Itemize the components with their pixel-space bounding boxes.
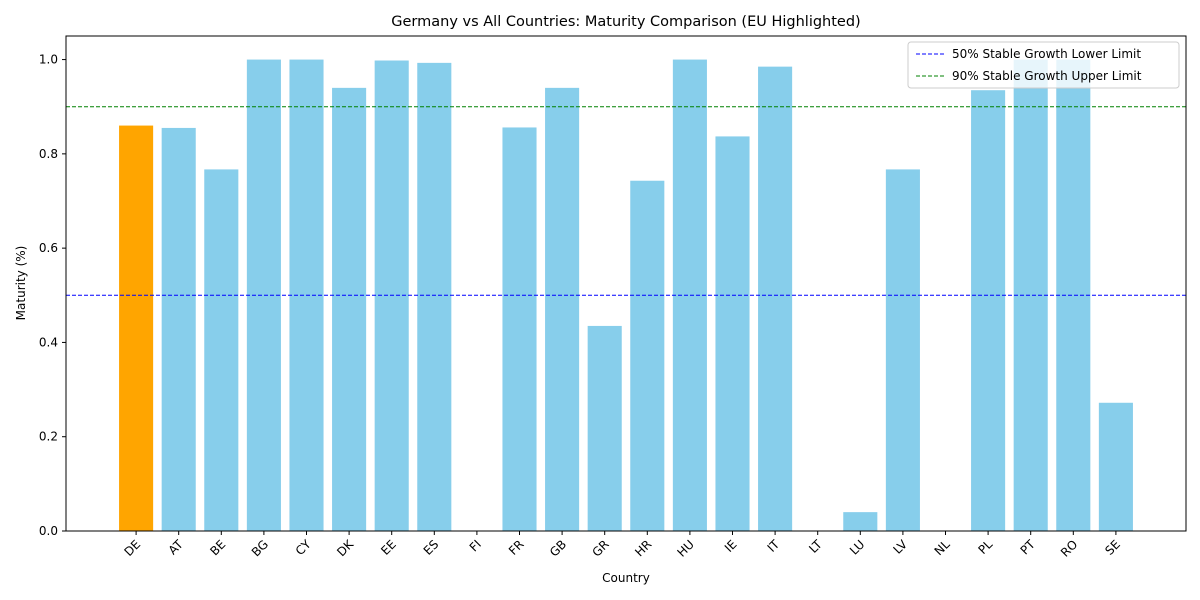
bar-gr: [587, 325, 622, 531]
bar-lv: [885, 169, 920, 531]
chart-title: Germany vs All Countries: Maturity Compa…: [391, 14, 860, 30]
bar-hu: [672, 59, 707, 531]
bar-lu: [843, 512, 878, 531]
bar-it: [758, 66, 793, 531]
bar-de: [119, 125, 154, 531]
bar-fr: [502, 127, 537, 532]
bar-be: [204, 169, 239, 531]
x-axis-title: Country: [602, 571, 650, 585]
bar-pl: [971, 90, 1006, 532]
legend-label-upper: 90% Stable Growth Upper Limit: [952, 69, 1142, 83]
axes-frame: [65, 35, 1187, 532]
legend: 50% Stable Growth Lower Limit 90% Stable …: [907, 41, 1180, 89]
bar-hr: [630, 180, 665, 532]
bar-gb: [545, 87, 580, 532]
y-tick-label: 0.0: [39, 524, 58, 538]
bar-ro: [1056, 59, 1091, 531]
legend-box: [907, 41, 1180, 89]
bar-at: [161, 127, 196, 532]
y-tick-label: 0.6: [39, 241, 58, 255]
legend-label-lower: 50% Stable Growth Lower Limit: [952, 47, 1141, 61]
plot-area: 0.00.20.40.60.81.0DE AT BE BG CY DK EE ES FI FR GB…: [39, 35, 1187, 560]
bar-es: [417, 62, 452, 532]
bar-dk: [332, 87, 367, 532]
bar-pt: [1013, 59, 1048, 531]
y-tick-label: 0.2: [39, 430, 58, 444]
y-tick-label: 0.4: [39, 335, 58, 349]
bar-bg: [246, 59, 281, 531]
y-tick-label: 1.0: [39, 53, 58, 67]
y-axis-title: Maturity (%): [14, 246, 28, 321]
bar-se: [1098, 402, 1133, 531]
bar-ie: [715, 136, 750, 531]
y-tick-label: 0.8: [39, 147, 58, 161]
